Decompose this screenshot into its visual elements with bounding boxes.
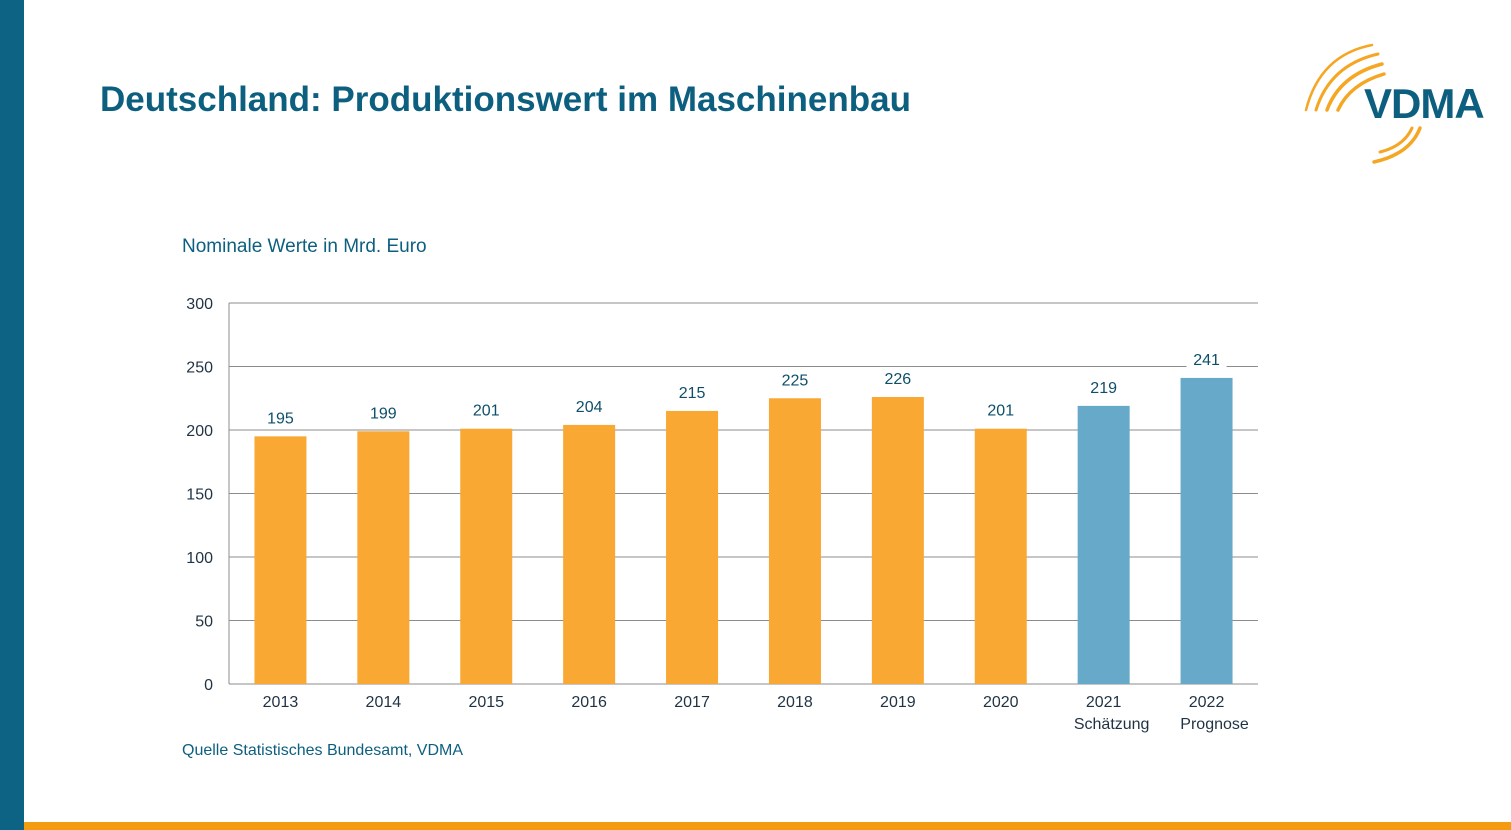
- bar: [974, 428, 1027, 684]
- y-tick-label: 250: [186, 360, 213, 377]
- chart-source: Quelle Statistisches Bundesamt, VDMA: [182, 742, 464, 759]
- x-tick-label: 2016: [571, 694, 607, 711]
- vdma-logo: VDMA: [1304, 43, 1485, 164]
- y-tick-label: 300: [186, 296, 213, 313]
- y-tick-label: 100: [186, 550, 213, 567]
- x-tick-label: 2018: [777, 694, 813, 711]
- data-label: 241: [1193, 352, 1220, 369]
- x-tick-note: Prognose: [1180, 716, 1249, 733]
- x-tick-label: 2020: [983, 694, 1019, 711]
- y-tick-label: 0: [204, 677, 213, 694]
- data-label: 219: [1090, 380, 1117, 397]
- x-tick-label: 2019: [880, 694, 916, 711]
- bar: [1077, 405, 1130, 684]
- data-label-bg: [877, 366, 918, 389]
- bottom-accent-bar: [24, 822, 1511, 830]
- data-label: 204: [576, 399, 603, 416]
- data-label-bg: [672, 380, 713, 403]
- bar: [357, 431, 410, 684]
- data-label-bg: [260, 406, 301, 429]
- data-label-bg: [363, 401, 404, 424]
- data-label: 226: [884, 371, 911, 388]
- data-label: 225: [782, 372, 809, 389]
- x-tick-label: 2015: [468, 694, 504, 711]
- logo-text: VDMA: [1364, 80, 1484, 127]
- bar: [666, 410, 719, 684]
- bar: [460, 428, 513, 684]
- data-label: 215: [679, 385, 706, 402]
- x-tick-label: 2022: [1189, 694, 1225, 711]
- data-label-bg: [466, 398, 507, 421]
- x-tick-label: 2013: [263, 694, 299, 711]
- bar: [1180, 377, 1233, 684]
- page-title: Deutschland: Produktionswert im Maschine…: [100, 80, 911, 119]
- data-label: 199: [370, 405, 397, 422]
- y-tick-label: 150: [186, 487, 213, 504]
- data-label-bg: [569, 394, 610, 417]
- left-accent-bar: [0, 0, 24, 830]
- data-label-bg: [1186, 347, 1227, 370]
- x-tick-note: Schätzung: [1074, 716, 1150, 733]
- x-tick-label: 2017: [674, 694, 710, 711]
- x-tick-label: 2021: [1086, 694, 1122, 711]
- data-label: 195: [267, 410, 294, 427]
- data-label: 201: [473, 403, 500, 420]
- bar: [871, 396, 924, 684]
- data-label-bg: [1083, 375, 1124, 398]
- chart-subtitle: Nominale Werte in Mrd. Euro: [182, 236, 427, 257]
- bar: [254, 436, 307, 684]
- bar: [768, 398, 821, 684]
- data-label-bg: [980, 398, 1021, 421]
- bar: [563, 424, 616, 684]
- y-tick-label: 200: [186, 423, 213, 440]
- y-tick-label: 50: [195, 614, 213, 631]
- x-tick-label: 2014: [366, 694, 402, 711]
- data-label: 201: [987, 403, 1014, 420]
- data-label-bg: [774, 368, 815, 391]
